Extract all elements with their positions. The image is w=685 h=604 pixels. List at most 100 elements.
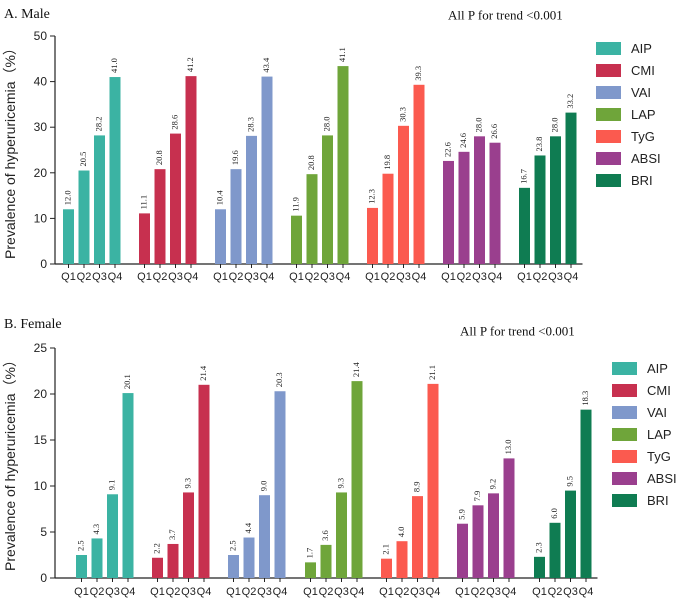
data-label: 20.8	[154, 150, 164, 165]
data-label: 7.9	[472, 491, 482, 502]
y-tick-label: 0	[40, 257, 47, 271]
bar-bri-q2	[549, 522, 561, 578]
data-label: 4.0	[396, 527, 406, 538]
x-tick-label: Q1	[517, 271, 532, 283]
data-label: 26.6	[489, 124, 499, 139]
y-axis-label: Prevalence of hyperuricemia（%）	[2, 41, 18, 259]
bar-absi-q4	[489, 142, 501, 264]
bar-vai-q4	[261, 76, 273, 264]
x-tick-label: Q1	[379, 586, 394, 598]
series-bri: 2.3 Q1 6.0 Q2 9.5 Q3 18.3 Q4	[532, 391, 593, 598]
legend-swatch	[596, 64, 621, 77]
bar-lap-q1	[305, 562, 316, 578]
legend-label: VAI	[647, 405, 667, 420]
legend-label: ABSI	[647, 471, 677, 486]
data-label: 3.7	[167, 529, 177, 540]
legend-item-cmi: CMI	[596, 63, 655, 78]
bar-bri-q3	[550, 136, 561, 264]
data-label: 2.3	[533, 542, 543, 553]
legend-item-tyg: TyG	[612, 449, 671, 464]
legend-label: LAP	[647, 427, 672, 442]
series-aip: 2.5 Q1 4.3 Q2 9.1 Q3 20.1 Q4	[74, 374, 135, 598]
bar-vai-q2	[243, 537, 255, 578]
trend-annotation: All P for trend <0.001	[460, 324, 575, 339]
y-tick-label: 5	[40, 525, 47, 539]
legend-swatch	[612, 406, 637, 419]
y-tick-label: 10	[34, 211, 48, 225]
x-tick-label: Q2	[305, 271, 320, 283]
bar-aip-q4	[109, 77, 121, 264]
bar-cmi-q3	[170, 133, 181, 264]
legend-item-bri: BRI	[612, 493, 669, 508]
data-label: 9.3	[182, 478, 192, 489]
data-label: 19.8	[382, 155, 392, 170]
data-label: 28.0	[549, 117, 559, 132]
bar-tyg-q3	[398, 125, 409, 264]
bar-cmi-q1	[152, 557, 163, 578]
data-label: 28.6	[169, 115, 179, 130]
legend-item-lap: LAP	[596, 107, 656, 122]
bar-vai-q1	[228, 555, 239, 578]
bar-vai-q4	[274, 391, 286, 578]
data-label: 24.6	[458, 133, 468, 148]
data-label: 10.4	[214, 190, 224, 206]
legend-label: CMI	[647, 383, 671, 398]
series-absi: 5.9 Q1 7.9 Q2 9.2 Q3 13.0 Q4	[455, 440, 516, 598]
bar-vai-q2	[230, 169, 242, 264]
x-tick-label: Q1	[150, 586, 165, 598]
data-label: 20.8	[306, 155, 316, 170]
bar-absi-q2	[458, 151, 470, 264]
x-tick-label: Q4	[488, 271, 503, 283]
data-label: 21.4	[198, 365, 208, 381]
x-tick-label: Q3	[168, 271, 183, 283]
x-tick-label: Q3	[244, 271, 259, 283]
data-label: 43.4	[261, 57, 271, 73]
legend-swatch	[612, 450, 637, 463]
bar-bri-q3	[565, 490, 576, 578]
series-aip: 12.0 Q1 20.5 Q2 28.2 Q3 41.0 Q4	[61, 58, 122, 283]
x-tick-label: Q4	[108, 271, 123, 283]
legend-swatch	[612, 472, 637, 485]
data-label: 2.5	[227, 540, 237, 551]
bar-absi-q4	[503, 458, 515, 578]
x-tick-label: Q1	[441, 271, 456, 283]
bar-aip-q3	[94, 135, 105, 264]
panel-title: A. Male	[4, 7, 50, 22]
bar-bri-q4	[565, 112, 577, 264]
y-tick-label: 30	[34, 120, 48, 134]
data-label: 3.6	[320, 530, 330, 541]
legend-label: BRI	[631, 173, 653, 188]
x-tick-label: Q3	[410, 586, 425, 598]
data-label: 41.1	[337, 47, 347, 62]
bar-absi-q1	[443, 160, 454, 264]
data-label: 2.5	[75, 540, 85, 551]
x-tick-label: Q3	[563, 586, 578, 598]
legend-swatch	[596, 174, 621, 187]
bar-bri-q1	[519, 187, 530, 264]
x-tick-label: Q2	[471, 586, 486, 598]
data-label: 11.9	[290, 197, 300, 212]
y-tick-label: 10	[34, 479, 48, 493]
y-tick-label: 20	[34, 166, 48, 180]
x-tick-label: Q4	[121, 586, 136, 598]
data-label: 20.5	[78, 152, 88, 167]
bar-lap-q3	[322, 135, 333, 264]
bar-tyg-q2	[396, 541, 408, 578]
legend-label: AIP	[647, 361, 668, 376]
bar-cmi-q2	[154, 169, 166, 264]
legend-swatch	[596, 130, 621, 143]
data-label: 23.8	[534, 137, 544, 152]
bar-absi-q1	[457, 523, 468, 578]
data-label: 19.6	[230, 150, 240, 165]
x-tick-label: Q3	[472, 271, 487, 283]
y-tick-label: 20	[34, 387, 48, 401]
x-tick-label: Q1	[455, 586, 470, 598]
data-label: 39.3	[413, 66, 423, 81]
legend-swatch	[596, 86, 621, 99]
legend-swatch	[596, 152, 621, 165]
bar-tyg-q1	[367, 207, 378, 264]
x-tick-label: Q2	[229, 271, 244, 283]
legend-label: VAI	[631, 85, 651, 100]
data-label: 9.5	[564, 476, 574, 487]
data-label: 4.4	[243, 522, 253, 533]
